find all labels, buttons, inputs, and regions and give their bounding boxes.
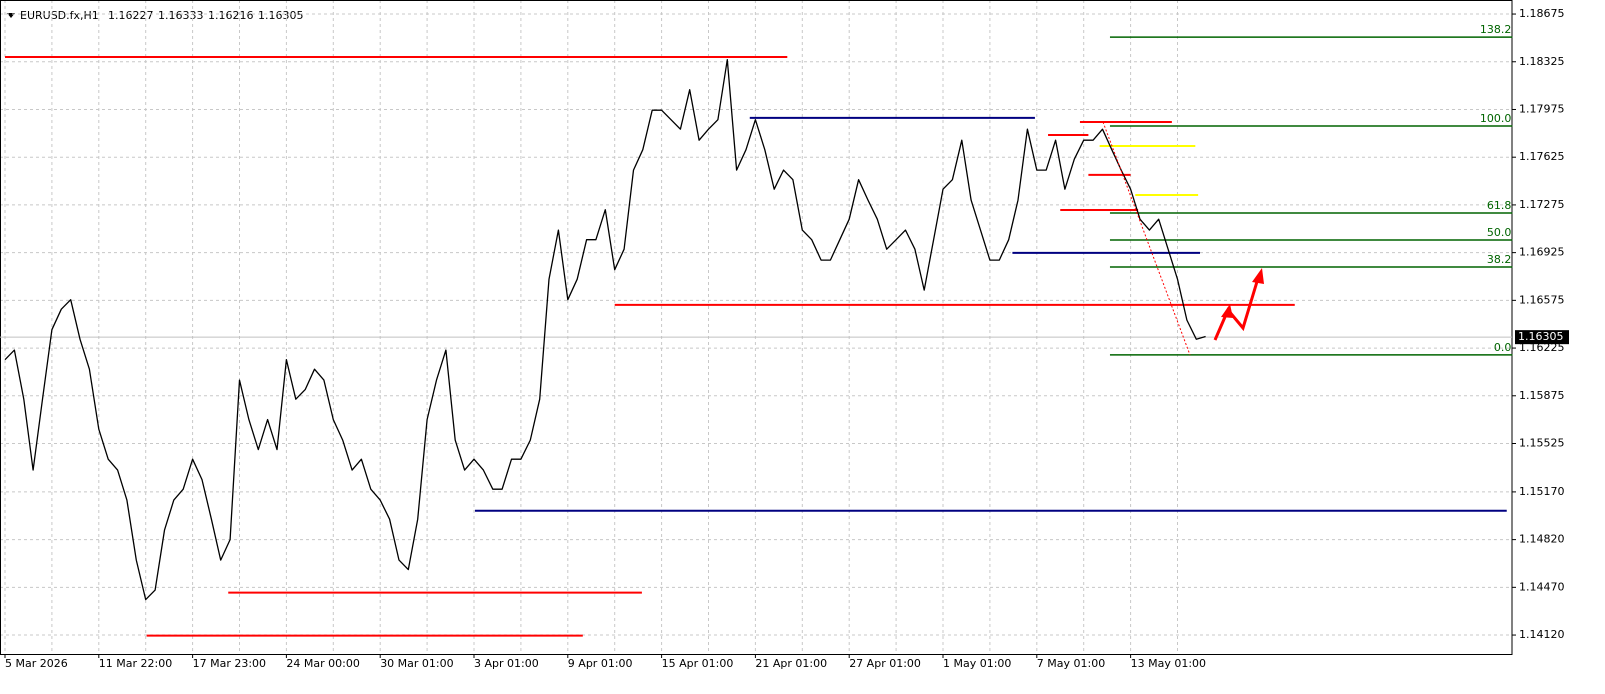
fibo-label: 50.0	[1487, 226, 1512, 239]
x-tick-label: 9 Apr 01:00	[568, 657, 633, 670]
y-tick-label: 1.16575	[1519, 293, 1565, 306]
forecast-arrow	[1213, 274, 1261, 341]
fibo-label: 0.0	[1494, 341, 1512, 354]
x-tick-label: 7 May 01:00	[1037, 657, 1105, 670]
ohlc: 1.16227 1.16333 1.16216 1.16305	[108, 9, 304, 22]
y-tick-label: 1.17625	[1519, 150, 1565, 163]
x-tick-label: 1 May 01:00	[943, 657, 1011, 670]
x-tick-label: 27 Apr 01:00	[849, 657, 921, 670]
y-tick-label: 1.14820	[1519, 533, 1565, 546]
x-tick-label: 24 Mar 00:00	[286, 657, 359, 670]
y-tick-label: 1.16925	[1519, 246, 1565, 259]
fibo-label: 138.2	[1480, 23, 1512, 36]
y-tick-label: 1.18325	[1519, 55, 1565, 68]
ohlc-value: 1.16333	[158, 9, 204, 22]
x-tick-label: 15 Apr 01:00	[662, 657, 734, 670]
plot-frame	[0, 0, 1513, 655]
price-box	[1515, 330, 1569, 345]
x-tick-label: 17 Mar 23:00	[193, 657, 266, 670]
y-tick-label: 1.16225	[1519, 341, 1565, 354]
y-tick-label: 1.17275	[1519, 198, 1565, 211]
y-tick-label: 1.15525	[1519, 436, 1565, 449]
x-tick-label: 11 Mar 22:00	[99, 657, 172, 670]
x-tick-label: 3 Apr 01:00	[474, 657, 539, 670]
fibo-label: 38.2	[1487, 253, 1512, 266]
fibo-label: 61.8	[1487, 199, 1512, 212]
price-box-label: 1.16305	[1518, 330, 1564, 343]
y-tick-label: 1.15170	[1519, 485, 1565, 498]
arrow-head	[1221, 304, 1233, 318]
ohlc-value: 1.16227	[108, 9, 154, 22]
x-tick-label: 13 May 01:00	[1131, 657, 1206, 670]
y-tick-label: 1.14470	[1519, 580, 1565, 593]
arrow-head	[1252, 268, 1264, 284]
x-tick-label: 5 Mar 2026	[5, 657, 68, 670]
y-tick-label: 1.18675	[1519, 7, 1565, 20]
y-tick-label: 1.14120	[1519, 628, 1565, 641]
y-tick-label: 1.15875	[1519, 389, 1565, 402]
ohlc-value: 1.16305	[258, 9, 304, 22]
symbol: EURUSD.fx,H1	[20, 9, 99, 22]
price-line-series	[4, 59, 1206, 601]
trend-line	[1102, 121, 1191, 356]
fibo-label: 100.0	[1480, 112, 1512, 125]
x-tick-label: 21 Apr 01:00	[755, 657, 827, 670]
y-tick-label: 1.17975	[1519, 102, 1565, 115]
x-tick-label: 30 Mar 01:00	[380, 657, 453, 670]
ohlc-value: 1.16216	[208, 9, 254, 22]
